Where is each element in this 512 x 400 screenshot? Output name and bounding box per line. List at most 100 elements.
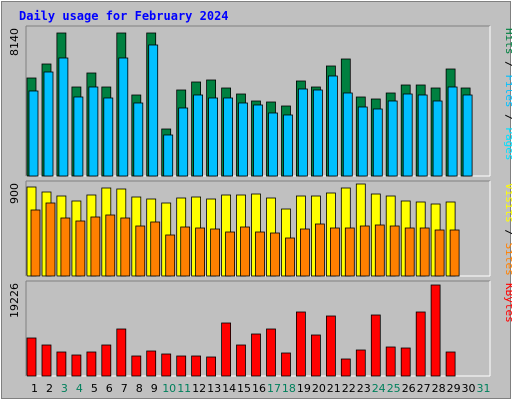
bar-kbytes-day-7 <box>116 328 127 377</box>
bar-kbytes-day-10 <box>161 353 172 377</box>
bar-files-day-5 <box>88 86 99 177</box>
bar-sites-day-23 <box>359 225 370 277</box>
bar-kbytes-day-6 <box>101 344 112 377</box>
x-tick-29: 29 <box>447 382 461 395</box>
bar-sites-day-11 <box>180 226 191 277</box>
bar-files-day-7 <box>118 57 129 177</box>
bar-sites-day-26 <box>404 227 415 277</box>
bar-sites-day-25 <box>389 225 400 277</box>
bar-kbytes-day-4 <box>71 354 82 377</box>
bar-files-day-9 <box>148 44 159 177</box>
bar-files-day-23 <box>357 106 368 177</box>
bar-files-day-20 <box>312 89 323 177</box>
bar-kbytes-day-26 <box>400 347 411 377</box>
bar-files-day-8 <box>133 102 144 177</box>
bar-sites-day-20 <box>314 223 325 277</box>
x-tick-1: 1 <box>31 382 38 395</box>
bar-sites-day-14 <box>225 231 236 277</box>
bar-kbytes-day-28 <box>430 284 441 377</box>
x-tick-19: 19 <box>297 382 311 395</box>
x-tick-23: 23 <box>357 382 371 395</box>
legend-entry-visits: Visits <box>503 183 512 223</box>
bar-files-day-26 <box>402 93 413 177</box>
legend-hits-files-pages: Hits / Files / Pages <box>503 28 512 161</box>
x-tick-3: 3 <box>61 382 68 395</box>
bar-files-day-2 <box>43 71 54 177</box>
bar-files-day-22 <box>342 92 353 177</box>
bar-files-day-6 <box>103 97 114 177</box>
x-tick-30: 30 <box>462 382 476 395</box>
bar-files-day-3 <box>58 57 69 177</box>
bar-kbytes-day-9 <box>146 350 157 377</box>
bar-sites-day-3 <box>60 217 71 277</box>
bar-files-day-19 <box>297 88 308 177</box>
x-tick-11: 11 <box>177 382 191 395</box>
x-tick-21: 21 <box>327 382 341 395</box>
bar-kbytes-day-25 <box>385 346 396 377</box>
bar-kbytes-day-14 <box>221 322 232 377</box>
x-tick-13: 13 <box>207 382 221 395</box>
bar-sites-day-1 <box>30 209 41 277</box>
bar-kbytes-day-18 <box>281 352 291 377</box>
x-tick-20: 20 <box>312 382 326 395</box>
x-tick-27: 27 <box>417 382 431 395</box>
bar-files-day-18 <box>283 114 293 177</box>
bar-kbytes-day-20 <box>310 334 321 377</box>
bar-kbytes-day-29 <box>445 351 456 377</box>
bar-sites-day-17 <box>270 232 280 277</box>
bar-sites-day-13 <box>210 228 221 277</box>
x-tick-17: 17 <box>267 382 281 395</box>
bar-files-day-4 <box>73 96 84 177</box>
x-tick-28: 28 <box>432 382 446 395</box>
ymax-label-kbytes: 19226 <box>8 283 21 318</box>
bar-kbytes-day-16 <box>251 333 261 377</box>
x-tick-14: 14 <box>222 382 236 395</box>
legend-entry-files: Files <box>503 74 512 107</box>
bar-sites-day-12 <box>195 227 206 277</box>
x-tick-15: 15 <box>237 382 251 395</box>
x-tick-2: 2 <box>46 382 53 395</box>
ymax-label-visits-sites: 900 <box>8 183 21 204</box>
bar-kbytes-day-23 <box>355 349 366 377</box>
bar-kbytes-day-13 <box>206 356 217 377</box>
bar-files-day-17 <box>268 112 278 177</box>
bar-sites-day-2 <box>45 202 56 277</box>
ymax-label-hits-files-pages: 8140 <box>8 28 21 56</box>
x-tick-26: 26 <box>402 382 416 395</box>
bar-sites-day-8 <box>135 225 146 277</box>
bar-kbytes-day-3 <box>56 351 67 377</box>
bar-files-day-14 <box>223 97 234 177</box>
bar-sites-day-4 <box>75 220 86 277</box>
bar-files-day-28 <box>432 100 443 177</box>
bar-kbytes-day-24 <box>370 314 381 377</box>
bar-files-day-24 <box>372 108 383 177</box>
bar-files-day-15 <box>238 102 248 177</box>
bar-files-day-11 <box>178 107 189 177</box>
bar-files-day-12 <box>193 94 204 177</box>
bar-kbytes-day-19 <box>295 311 306 377</box>
x-tick-4: 4 <box>76 382 83 395</box>
x-tick-10: 10 <box>162 382 176 395</box>
bar-files-day-30 <box>462 94 473 177</box>
x-tick-6: 6 <box>106 382 113 395</box>
bar-kbytes-day-11 <box>176 355 187 377</box>
bar-files-day-1 <box>28 90 39 177</box>
bar-kbytes-day-17 <box>266 328 276 377</box>
legend-entry-pages: Pages <box>503 127 512 160</box>
bar-sites-day-28 <box>434 229 445 277</box>
bar-files-day-27 <box>417 94 428 177</box>
bar-kbytes-day-12 <box>191 355 202 377</box>
bar-sites-day-27 <box>419 227 430 277</box>
x-tick-7: 7 <box>121 382 128 395</box>
x-tick-8: 8 <box>136 382 143 395</box>
bar-sites-day-19 <box>299 228 310 277</box>
x-tick-24: 24 <box>372 382 386 395</box>
bar-kbytes-day-22 <box>340 358 351 377</box>
bar-sites-day-29 <box>449 229 460 277</box>
bar-sites-day-21 <box>329 227 340 277</box>
x-tick-16: 16 <box>252 382 266 395</box>
bar-sites-day-16 <box>255 231 265 277</box>
